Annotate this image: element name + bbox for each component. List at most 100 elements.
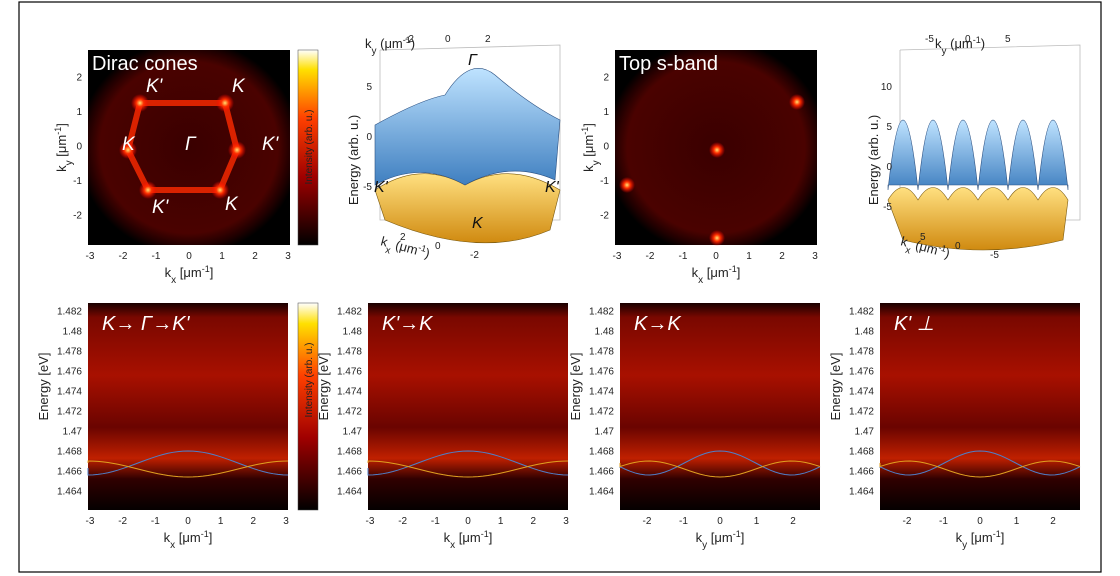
y-tick-label: 1.47	[595, 427, 615, 438]
y-tick-label: 1.48	[855, 327, 875, 338]
y-tick-label: 1.478	[57, 347, 82, 358]
y-tick-label: 1	[603, 107, 609, 118]
axis-label-part: -1	[729, 264, 737, 274]
x-tick-label: -1	[152, 251, 161, 262]
panel-title: K→ Γ→K'	[102, 313, 191, 335]
axis-label: Energy (arb. u.)	[346, 115, 361, 205]
energy-tick-label: 0	[366, 132, 372, 143]
ky-tick-label: 2	[485, 34, 491, 45]
x-tick-label: 0	[713, 251, 719, 262]
x-tick-label: -1	[679, 251, 688, 262]
axis-label-part: ]	[54, 123, 69, 127]
y-tick-label: 1.474	[57, 387, 82, 398]
x-tick-label: 1	[219, 251, 225, 262]
y-tick-label: 1.476	[337, 367, 362, 378]
y-tick-label: 1.474	[337, 387, 362, 398]
axis-label-part: (μm	[377, 36, 403, 51]
y-tick-label: 1.482	[337, 307, 362, 318]
hot-spot	[709, 230, 725, 246]
y-tick-label: 1.472	[57, 407, 82, 418]
axis-label: ky (μm-1)	[935, 35, 985, 57]
energy-tick-label: 10	[881, 82, 893, 93]
y-tick-label: 1.474	[589, 387, 614, 398]
y-tick-label: 1.482	[849, 307, 874, 318]
x-tick-label: -3	[86, 516, 95, 527]
y-tick-label: 1.472	[849, 407, 874, 418]
y-tick-label: 1.464	[57, 487, 82, 498]
y-tick-label: 1.478	[337, 347, 362, 358]
axis-label: kx [μm-1]	[692, 264, 741, 286]
kx-tick-label: 0	[955, 241, 961, 252]
point-label: K'	[545, 179, 560, 196]
x-tick-label: 2	[790, 516, 796, 527]
panel-title: Top s-band	[619, 53, 718, 75]
ky-tick-label: 0	[445, 34, 451, 45]
y-tick-label: -1	[73, 176, 82, 187]
x-tick-label: 1	[746, 251, 752, 262]
hot-spot	[709, 142, 725, 158]
y-tick-label: 1.466	[57, 467, 82, 478]
x-tick-label: -1	[151, 516, 160, 527]
energy-tick-label: 0	[886, 162, 892, 173]
kx-tick-label: -2	[470, 250, 479, 261]
y-tick-label: 1.48	[63, 327, 83, 338]
energy-tick-label: -5	[883, 202, 892, 213]
y-tick-label: 1.468	[849, 447, 874, 458]
axis-label-part: [μm	[455, 530, 481, 545]
x-tick-label: 1	[218, 516, 224, 527]
axis-label-part: -1	[993, 529, 1001, 539]
x-tick-label: 0	[977, 516, 983, 527]
energy-tick-label: -5	[363, 182, 372, 193]
x-tick-label: -3	[613, 251, 622, 262]
x-tick-label: 3	[283, 516, 289, 527]
x-tick-label: -2	[118, 516, 127, 527]
axis-label: kx [μm-1]	[164, 529, 213, 551]
axis-label-part: ]	[581, 123, 596, 127]
axis-label-part: [μm	[703, 265, 729, 280]
y-tick-label: 1.474	[849, 387, 874, 398]
axis-label-part: -1	[481, 529, 489, 539]
y-tick-label: 1.476	[57, 367, 82, 378]
hot-spot	[789, 94, 805, 110]
axis-label-part: ]	[489, 530, 493, 545]
axis-label-part: -1	[973, 35, 981, 45]
y-tick-label: 1.48	[595, 327, 615, 338]
axis-label: ky [μm-1]	[580, 123, 602, 172]
y-tick-label: 1.476	[849, 367, 874, 378]
ky-tick-label: -2	[405, 34, 414, 45]
axis-label-part: [μm	[54, 135, 69, 161]
axis-label: Energy [eV]	[828, 353, 843, 421]
point-label: Γ	[185, 134, 197, 155]
x-tick-label: 0	[465, 516, 471, 527]
point-label: K'	[146, 76, 164, 97]
hot-spot	[228, 141, 246, 159]
axis-label: kx [μm-1]	[444, 529, 493, 551]
axis-label: Energy [eV]	[36, 353, 51, 421]
kx-tick-label: 5	[920, 232, 926, 243]
axis-label-part: )	[981, 36, 985, 51]
axis-label-part: ]	[737, 265, 741, 280]
x-tick-label: -1	[679, 516, 688, 527]
axis-label-part: ]	[741, 530, 745, 545]
x-tick-label: 3	[812, 251, 818, 262]
y-tick-label: 1.472	[337, 407, 362, 418]
y-tick-label: 1.48	[343, 327, 363, 338]
y-tick-label: 1.468	[57, 447, 82, 458]
x-tick-label: -1	[431, 516, 440, 527]
x-tick-label: -2	[643, 516, 652, 527]
y-tick-label: 1.47	[343, 427, 363, 438]
y-tick-label: -2	[600, 211, 609, 222]
panel-title: K' ⊥	[894, 313, 934, 335]
panel-title: Dirac cones	[92, 53, 198, 75]
axis-label: Energy (arb. u.)	[866, 115, 881, 205]
axis-label-part: [μm	[967, 530, 993, 545]
axis-label: Energy [eV]	[568, 353, 583, 421]
x-tick-label: -3	[366, 516, 375, 527]
y-tick-label: -1	[600, 176, 609, 187]
x-tick-label: 0	[717, 516, 723, 527]
point-label: Γ	[468, 52, 478, 69]
x-tick-label: -2	[119, 251, 128, 262]
axis-label-part: [μm	[581, 135, 596, 161]
y-tick-label: 1.47	[855, 427, 875, 438]
x-tick-label: 2	[1050, 516, 1056, 527]
